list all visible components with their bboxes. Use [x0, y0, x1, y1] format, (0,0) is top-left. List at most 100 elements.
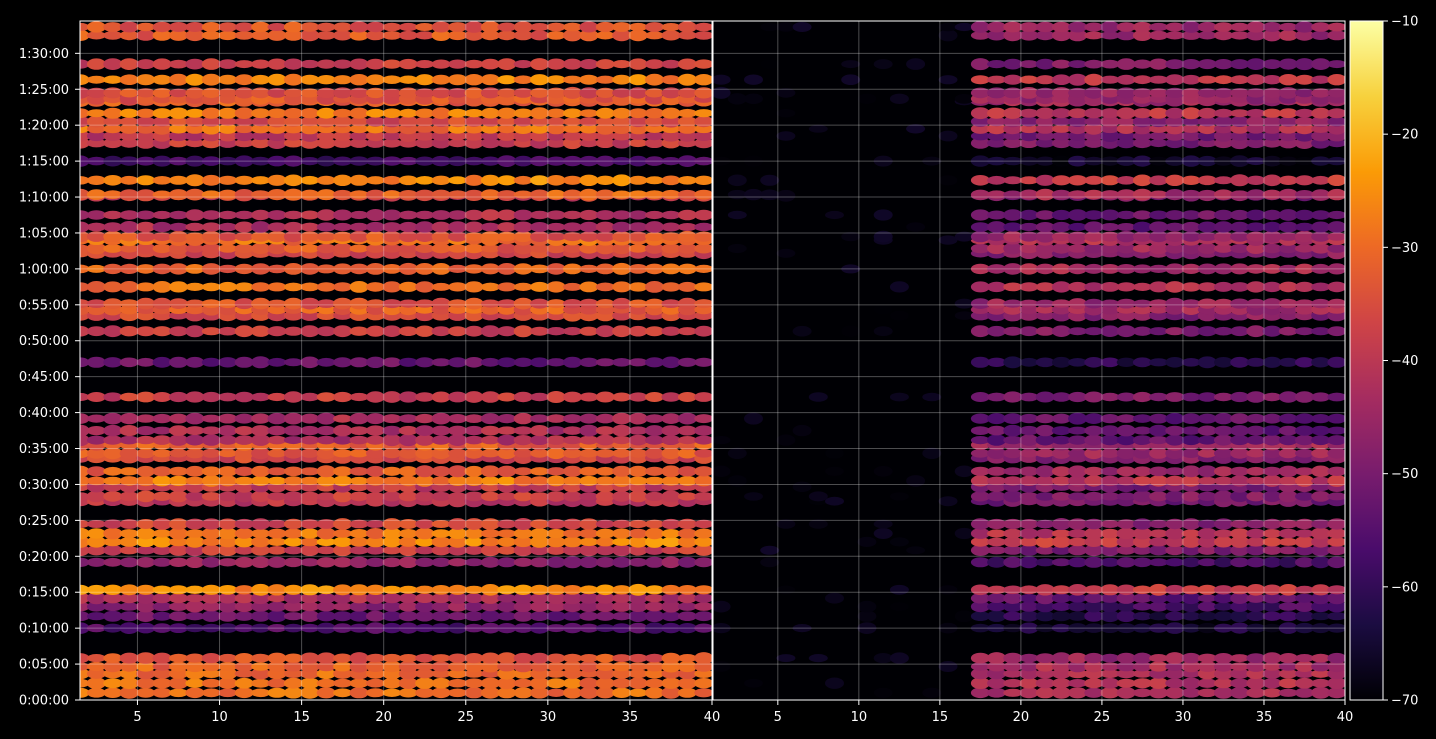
heatmap-cell [103, 545, 123, 556]
heatmap-cell [1051, 661, 1071, 672]
heatmap-cell [1197, 594, 1217, 603]
heatmap-cell [497, 426, 517, 435]
heatmap-cell [579, 654, 599, 663]
heatmap-cell [579, 188, 599, 201]
heatmap-cell [86, 356, 106, 368]
heatmap-cell [1214, 661, 1233, 672]
heatmap-cell [398, 529, 418, 538]
heatmap-cell [448, 299, 468, 308]
heatmap-cell [103, 557, 123, 567]
heatmap-cell [80, 678, 90, 688]
heatmap-cell [694, 243, 712, 254]
y-tick-label: 0:45:00 [19, 370, 69, 385]
heatmap-cell [1262, 174, 1282, 187]
heatmap-cell [661, 465, 681, 478]
heatmap-cell [645, 678, 664, 688]
heatmap-cell [1197, 123, 1217, 135]
colorbar-tick-label: −20 [1391, 128, 1418, 143]
heatmap-cell [938, 75, 958, 85]
heatmap-cell [1230, 528, 1250, 539]
heatmap-cell [1214, 176, 1233, 185]
heatmap-cell [1116, 223, 1136, 231]
heatmap-cell [857, 610, 877, 622]
heatmap-cell [119, 175, 139, 185]
heatmap-cell [579, 435, 599, 445]
heatmap-cell [970, 31, 990, 40]
heatmap-cell [349, 593, 369, 604]
heatmap-cell [1246, 325, 1266, 338]
heatmap-cell [579, 243, 599, 254]
heatmap-cell [218, 491, 238, 502]
heatmap-cell [1181, 30, 1201, 40]
heatmap-cell [970, 175, 990, 186]
heatmap-cell [185, 624, 205, 633]
heatmap-cell [1019, 357, 1039, 367]
heatmap-cell [201, 601, 221, 612]
heatmap-cell [579, 592, 599, 604]
heatmap-cell [169, 326, 188, 337]
colorbar-tick-label: −30 [1391, 241, 1418, 256]
heatmap-cell [513, 536, 533, 548]
heatmap-cell [1262, 601, 1282, 612]
heatmap-cell [677, 87, 697, 98]
heatmap-cell [1214, 623, 1233, 633]
heatmap-cell [1230, 31, 1250, 40]
heatmap-cell [579, 601, 599, 613]
heatmap-cell [1246, 357, 1266, 367]
heatmap-cell [382, 585, 402, 594]
heatmap-cell [234, 282, 254, 292]
heatmap-cell [1132, 678, 1152, 689]
heatmap-cell [136, 210, 156, 220]
heatmap-cell [1051, 209, 1071, 221]
heatmap-cell [987, 668, 1007, 680]
heatmap-cell [1181, 601, 1201, 613]
heatmap-cell [1116, 414, 1136, 423]
heatmap-cell [267, 130, 287, 142]
heatmap-cell [119, 611, 139, 622]
heatmap-cell [1035, 424, 1055, 437]
heatmap-cell [1084, 108, 1104, 119]
heatmap-cell [513, 297, 533, 310]
heatmap-cell [1181, 124, 1201, 133]
heatmap-cell [366, 492, 385, 501]
heatmap-cell [970, 298, 990, 309]
heatmap-cell [1068, 557, 1088, 568]
heatmap-cell [80, 687, 90, 698]
heatmap-cell [1003, 661, 1023, 672]
heatmap-cell [464, 137, 484, 149]
heatmap-cell [595, 653, 615, 663]
heatmap-cell [1116, 230, 1136, 243]
heatmap-cell [366, 536, 385, 548]
heatmap-cell [1116, 156, 1136, 166]
heatmap-cell [349, 687, 369, 699]
heatmap-cell [1295, 209, 1314, 221]
heatmap-cell [1100, 223, 1120, 231]
heatmap-cell [1132, 244, 1152, 253]
heatmap-cell [1035, 188, 1055, 201]
heatmap-cell [415, 465, 435, 478]
heatmap-cell [1214, 412, 1233, 425]
heatmap-cell [283, 116, 303, 127]
heatmap-cell [366, 465, 385, 477]
heatmap-cell [628, 58, 648, 70]
heatmap-cell [744, 492, 763, 501]
heatmap-cell [169, 298, 188, 309]
heatmap-cell [513, 467, 533, 476]
heatmap-cell [1197, 584, 1217, 595]
heatmap-cell [136, 131, 156, 141]
heatmap-cell [694, 435, 712, 445]
heatmap-cell [1327, 116, 1345, 127]
heatmap-cell [1051, 299, 1071, 308]
heatmap-cell [415, 537, 435, 547]
heatmap-cell [1311, 156, 1331, 166]
heatmap-cell [218, 264, 238, 274]
heatmap-cell [497, 519, 517, 529]
heatmap-cell [661, 447, 681, 460]
heatmap-cell [86, 557, 106, 567]
heatmap-cell [349, 601, 369, 612]
heatmap-cell [1132, 75, 1152, 85]
heatmap-cell [694, 678, 712, 689]
heatmap-cell [1311, 556, 1331, 569]
heatmap-cell [480, 413, 500, 425]
heatmap-cell [1149, 242, 1169, 255]
